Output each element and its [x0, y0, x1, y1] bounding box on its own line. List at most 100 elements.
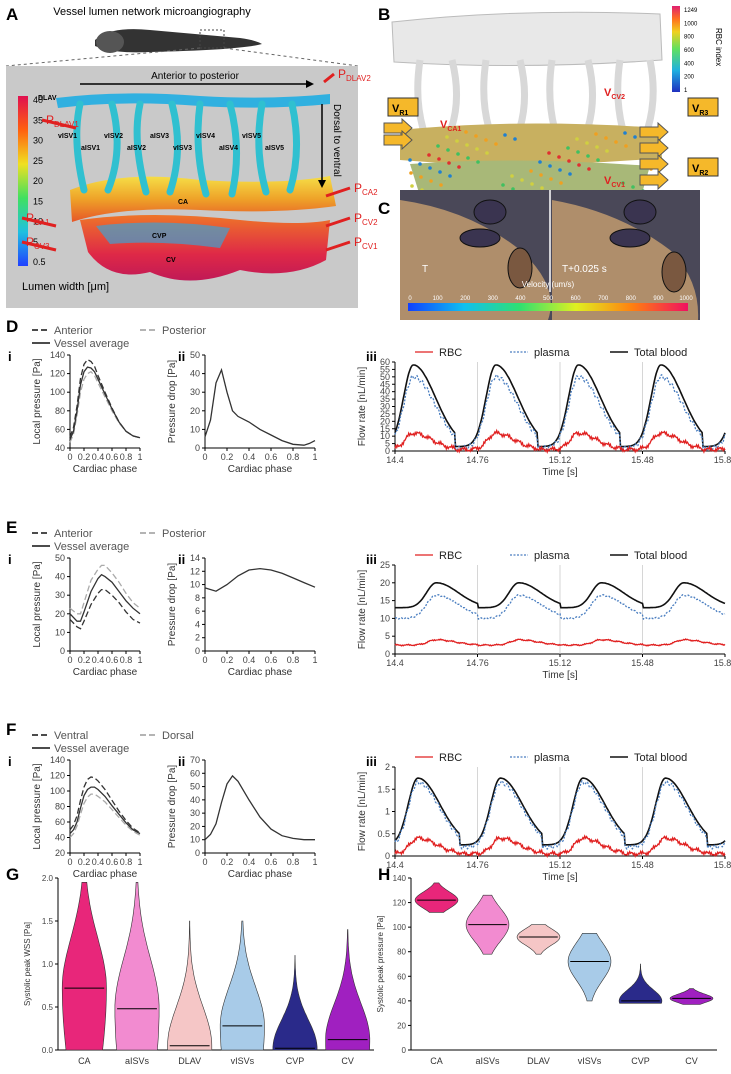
rbc-particle	[633, 135, 637, 139]
rbc-particle	[540, 186, 544, 190]
subpanel-label: i	[8, 349, 12, 364]
subpanel-label: ii	[178, 754, 185, 769]
y-tick-label: 20	[55, 609, 65, 619]
legend-label: Vessel average	[54, 743, 129, 755]
y-tick-label: 0	[195, 443, 200, 453]
vessel-label: vISV1	[58, 133, 77, 140]
y-tick-label: 8	[195, 593, 200, 603]
subpanel-label: iii	[366, 754, 377, 769]
rbc-particle	[418, 162, 422, 166]
rbc-particle	[548, 164, 552, 168]
vessel-label: aISV1	[81, 145, 100, 152]
rbc-particle	[538, 160, 542, 164]
series-line-plasma	[394, 373, 726, 452]
colorbar-tick-label: 0.5	[33, 257, 46, 267]
y-tick-label: 14	[190, 553, 200, 563]
vessel-label: vISV4	[196, 133, 215, 140]
colorbar-tick-label: 900	[653, 296, 664, 302]
velocity-colorbar	[408, 303, 688, 311]
rbc-particle	[605, 149, 609, 153]
y-tick-label: 10	[190, 424, 200, 434]
x-tick-label: 14.76	[466, 860, 489, 870]
rbc-particle	[494, 142, 498, 146]
legend-label: plasma	[534, 347, 570, 359]
colorbar-tick-label: 20	[33, 176, 43, 186]
legend-label: plasma	[534, 752, 570, 764]
x-tick-label: 0.2	[78, 452, 91, 462]
y-tick-label: 1.5	[42, 917, 54, 926]
y-tick-label: 40	[190, 795, 200, 805]
y-tick-label: 15	[380, 596, 390, 606]
rbc-particle	[585, 141, 589, 145]
x-tick-label: 0.8	[287, 452, 300, 462]
velocity-labels: VR1 VR3 VR2 VCA1 VCV2 VCV1	[383, 87, 719, 191]
x-tick-label: 1	[137, 655, 142, 665]
violin-visvs	[567, 932, 612, 1002]
panel-letter-c: C	[378, 199, 390, 218]
violin-cvp	[272, 955, 318, 1051]
rbc-particle	[568, 172, 572, 176]
x-tick-label: 0.8	[120, 857, 133, 867]
rbc-particle	[557, 155, 561, 159]
x-tick-label: CV	[685, 1056, 698, 1066]
panel-c: C T T+0.025 s Velocity (um/s) 0 100 200 300…	[378, 190, 700, 320]
caudal-artery	[70, 176, 336, 222]
violin-ca	[414, 882, 459, 913]
series-line	[69, 786, 141, 835]
velocity-label-box	[387, 97, 419, 117]
x-tick-label: 0.8	[287, 655, 300, 665]
vessel-label: CA	[178, 199, 188, 206]
x-tick-label: 14.76	[466, 455, 489, 465]
y-tick-label: 2	[195, 633, 200, 643]
y-tick-label: 2.0	[42, 874, 54, 883]
panel-letter-b: B	[378, 5, 390, 24]
rbc-particle	[427, 153, 431, 157]
x-tick-label: CA	[78, 1056, 91, 1066]
y-tick-label: 1	[385, 807, 390, 817]
x-tick-label: 0.6	[265, 857, 278, 867]
rbc-particle	[484, 138, 488, 142]
colorbar-tick-label: 200	[460, 296, 471, 302]
vessel-label: DLAV	[38, 95, 57, 102]
flow-arrow	[383, 117, 413, 139]
rbc-particle	[485, 151, 489, 155]
y-tick-label: 50	[190, 350, 200, 360]
y-axis-label: Systolic peak pressure [Pa]	[376, 916, 385, 1013]
rbc-particle	[567, 159, 571, 163]
x-axis-label: Cardiac phase	[73, 869, 138, 880]
colorbar-tick-label: 600	[684, 48, 695, 54]
x-tick-label: 0.8	[287, 857, 300, 867]
x-tick-label: 1	[312, 452, 317, 462]
x-tick-label: 0.8	[120, 452, 133, 462]
colorbar-tick-label: 25	[33, 156, 43, 166]
rbc-particle	[539, 173, 543, 177]
vessel-label: aISV4	[219, 145, 238, 152]
x-tick-label: 0.2	[221, 452, 234, 462]
y-tick-label: 2	[385, 762, 390, 772]
y-axis-label: Systolic peak WSS [Pa]	[23, 922, 32, 1006]
y-axis-label: Pressure drop [Pa]	[167, 765, 178, 849]
y-tick-label: 140	[50, 755, 65, 765]
colorbar-tick-label: 400	[515, 296, 526, 302]
x-tick-label: 14.4	[386, 455, 404, 465]
rbc-particle	[457, 165, 461, 169]
pressure-arrow	[41, 118, 77, 130]
flow-arrow	[639, 121, 669, 143]
y-tick-label: 0	[195, 848, 200, 858]
velocity-label: VR1	[392, 103, 408, 117]
colorbar-tick-label: 600	[571, 296, 582, 302]
x-tick-label: 15.12	[549, 860, 572, 870]
pressure-arrow	[21, 240, 57, 252]
panel-letter: G	[6, 865, 19, 884]
rbc-particle	[595, 145, 599, 149]
y-tick-label: 80	[55, 802, 65, 812]
x-tick-label: DLAV	[527, 1056, 550, 1066]
colorbar-tick-label: 30	[33, 136, 43, 146]
rbc-particle	[464, 130, 468, 134]
rbc-particle	[604, 136, 608, 140]
colorbar-tick-label: 0	[408, 296, 412, 302]
y-tick-label: 0.0	[42, 1046, 54, 1055]
x-tick-label: 0.4	[92, 655, 105, 665]
y-tick-label: 0	[60, 646, 65, 656]
